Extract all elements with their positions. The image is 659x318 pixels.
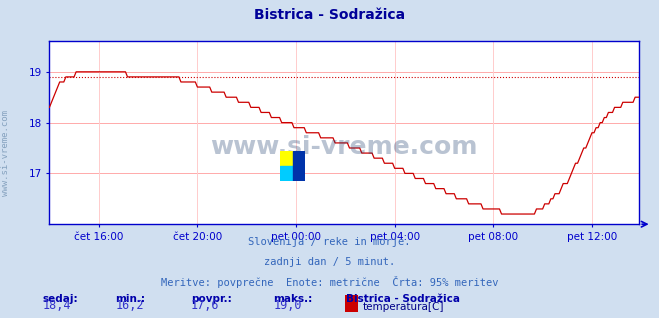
Text: 17,6: 17,6 <box>191 299 219 312</box>
Text: min.:: min.: <box>115 294 146 304</box>
Text: 18,4: 18,4 <box>43 299 71 312</box>
Text: Bistrica - Sodražica: Bistrica - Sodražica <box>346 294 460 304</box>
Text: Slovenija / reke in morje.: Slovenija / reke in morje. <box>248 237 411 247</box>
Text: www.si-vreme.com: www.si-vreme.com <box>211 135 478 159</box>
Text: zadnji dan / 5 minut.: zadnji dan / 5 minut. <box>264 257 395 266</box>
Polygon shape <box>293 151 305 181</box>
Text: povpr.:: povpr.: <box>191 294 232 304</box>
Polygon shape <box>280 151 293 166</box>
Text: sedaj:: sedaj: <box>43 294 78 304</box>
Text: 16,2: 16,2 <box>115 299 144 312</box>
Polygon shape <box>280 166 293 181</box>
Text: Meritve: povprečne  Enote: metrične  Črta: 95% meritev: Meritve: povprečne Enote: metrične Črta:… <box>161 276 498 288</box>
Text: www.si-vreme.com: www.si-vreme.com <box>1 110 10 196</box>
Text: temperatura[C]: temperatura[C] <box>362 302 444 312</box>
Text: Bistrica - Sodražica: Bistrica - Sodražica <box>254 8 405 22</box>
Text: 19,0: 19,0 <box>273 299 302 312</box>
Text: maks.:: maks.: <box>273 294 313 304</box>
